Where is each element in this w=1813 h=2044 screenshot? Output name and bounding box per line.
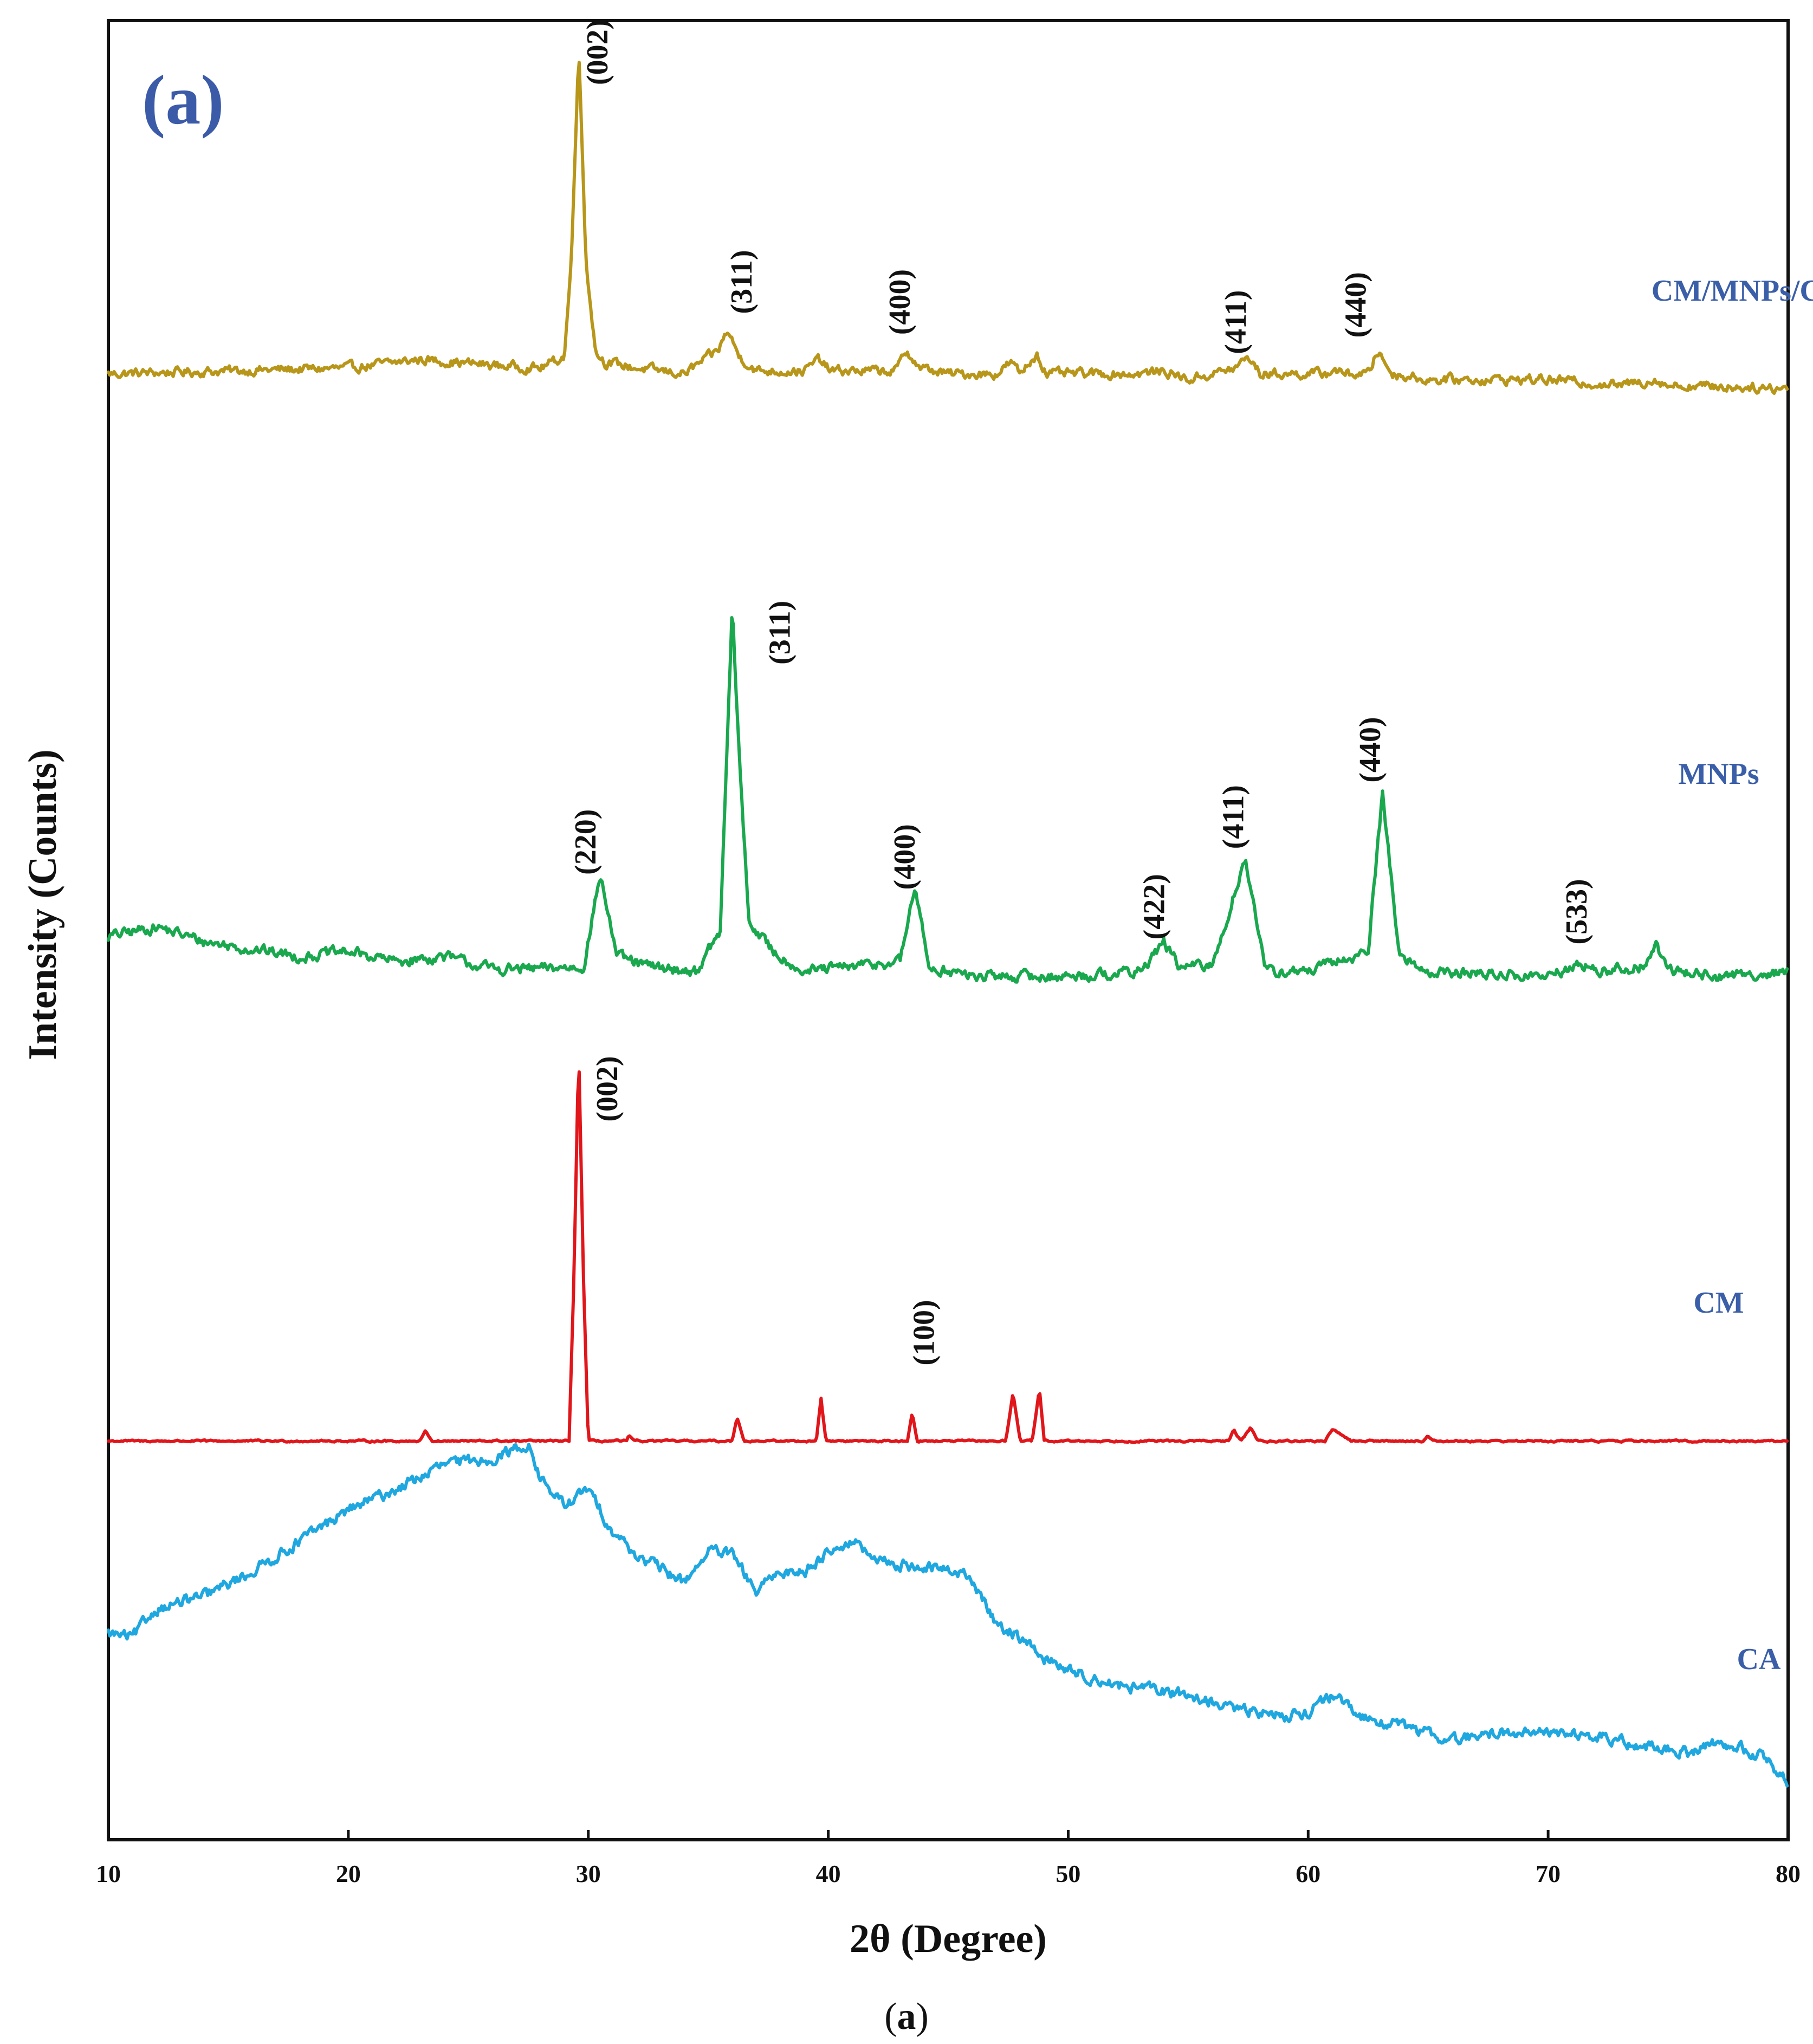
caption-close-paren: ) <box>916 1996 929 2037</box>
peak-label-cm-1: (100) <box>907 1300 941 1365</box>
figure-caption: (a) <box>884 1996 929 2037</box>
peak-label-cm-mnps-ca-1: (311) <box>725 250 759 314</box>
series-line-ca <box>107 1443 1789 1788</box>
series-line-cm <box>107 1070 1789 1444</box>
y-axis-title: Intensity (Counts) <box>21 749 65 1060</box>
caption-letter: a <box>897 1996 916 2037</box>
series-label-cm: CM <box>1693 1286 1744 1320</box>
peak-label-mnps-2: (400) <box>888 824 922 890</box>
x-axis-ticks: 10 20 30 40 50 60 70 80 <box>96 1830 1801 1887</box>
x-tick-label-70: 70 <box>1536 1860 1561 1887</box>
x-tick-label-30: 30 <box>576 1860 601 1887</box>
peak-label-cm-0: (002) <box>591 1056 624 1121</box>
x-tick-label-80: 80 <box>1776 1860 1801 1887</box>
series-line-mnps <box>107 616 1789 984</box>
series-label-ca: CA <box>1737 1643 1781 1676</box>
x-axis-title: 2θ (Degree) <box>850 1917 1047 1961</box>
series-label-layer: CM/MNPs/CA MNPs CM CA <box>1652 274 1813 1676</box>
peak-label-mnps-5: (440) <box>1354 717 1387 782</box>
peak-label-cm-mnps-ca-2: (400) <box>883 269 917 335</box>
peak-label-mnps-3: (422) <box>1138 874 1171 939</box>
peak-label-mnps-4: (411) <box>1217 785 1251 849</box>
x-tick-label-50: 50 <box>1056 1860 1080 1887</box>
x-tick-label-20: 20 <box>336 1860 361 1887</box>
series-label-mnps: MNPs <box>1678 757 1759 791</box>
x-tick-label-10: 10 <box>96 1860 121 1887</box>
peak-label-layer: (002) (311) (400) (411) (440) (220) (311) (400)… <box>569 20 1594 1366</box>
x-tick-label-60: 60 <box>1296 1860 1320 1887</box>
caption-open-paren: ( <box>884 1996 897 2037</box>
peak-label-cm-mnps-ca-4: (440) <box>1339 272 1373 338</box>
peak-label-mnps-1: (311) <box>763 601 797 665</box>
series-label-cm-mnps-ca: CM/MNPs/CA <box>1652 274 1813 308</box>
series-line-cm-mnps-ca <box>107 61 1789 395</box>
peak-label-cm-mnps-ca-3: (411) <box>1219 290 1253 354</box>
peak-label-mnps-0: (220) <box>569 809 603 875</box>
panel-tag: (a) <box>142 61 224 139</box>
peak-label-mnps-6: (533) <box>1560 879 1594 944</box>
series-layer <box>107 61 1789 1788</box>
plot-area-frame <box>107 19 1790 1841</box>
x-tick-label-40: 40 <box>816 1860 841 1887</box>
peak-label-cm-mnps-ca-0: (002) <box>581 20 614 85</box>
